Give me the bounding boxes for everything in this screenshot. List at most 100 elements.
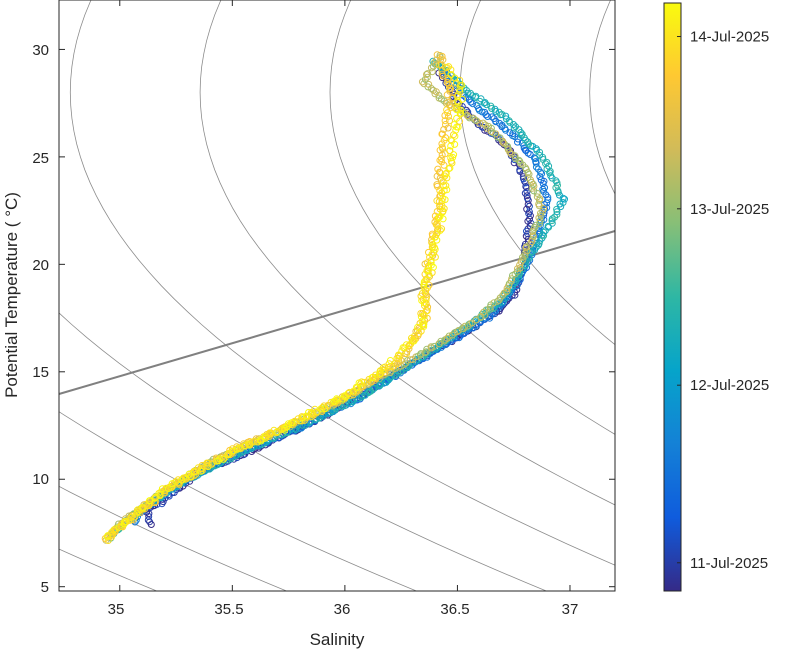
data-point: [471, 116, 479, 124]
data-point: [532, 163, 540, 171]
y-tick-label: 15: [32, 364, 49, 381]
data-point: [553, 211, 561, 218]
data-point: [418, 297, 426, 304]
data-point: [447, 157, 455, 165]
isopycnal-line: [589, 0, 615, 196]
data-point: [451, 132, 459, 140]
isopycnal-line: [59, 411, 418, 591]
data-point: [435, 94, 443, 102]
data-point: [111, 525, 119, 533]
data-point: [445, 332, 453, 340]
scatter-series: [101, 51, 568, 544]
data-point: [420, 80, 428, 88]
data-point: [127, 514, 135, 521]
y-tick-label: 5: [41, 579, 49, 596]
data-point: [386, 357, 394, 364]
data-point: [327, 409, 335, 416]
data-point: [523, 188, 531, 195]
data-point: [438, 70, 446, 78]
data-point: [537, 212, 545, 220]
data-point: [168, 484, 176, 492]
data-point: [453, 106, 460, 114]
data-point: [341, 392, 349, 400]
data-point: [425, 80, 433, 88]
data-point: [481, 99, 489, 106]
data-point: [450, 121, 458, 129]
data-point: [518, 130, 526, 138]
data-point: [444, 98, 452, 106]
data-point: [421, 349, 429, 357]
data-point: [535, 200, 543, 208]
data-point: [456, 85, 464, 93]
data-point: [526, 212, 534, 220]
data-point: [185, 470, 193, 478]
data-point: [453, 328, 461, 336]
data-point: [434, 222, 442, 230]
isopycnal-line: [199, 0, 615, 506]
data-point: [463, 112, 471, 119]
data-point: [219, 455, 227, 463]
data-point: [146, 518, 154, 526]
data-point: [544, 196, 552, 204]
data-point: [427, 64, 435, 72]
data-point: [427, 261, 435, 269]
data-point: [444, 109, 452, 117]
data-point: [294, 415, 302, 423]
data-point: [406, 356, 414, 364]
reference-isopycnal-line: [58, 230, 616, 395]
data-point: [360, 378, 368, 386]
data-point: [270, 426, 278, 434]
data-point: [537, 209, 544, 217]
data-point: [283, 423, 291, 431]
data-point: [375, 375, 383, 383]
colorbar-tick-label: 13-Jul-2025: [690, 201, 769, 218]
data-point: [505, 289, 513, 296]
data-point: [437, 56, 445, 64]
y-axis-label: Potential Temperature ( °C): [2, 192, 21, 398]
data-point: [447, 84, 455, 92]
data-point: [542, 191, 550, 199]
data-point: [334, 397, 342, 405]
data-point: [438, 143, 446, 151]
data-point: [425, 248, 432, 256]
data-point: [145, 513, 153, 520]
data-point: [432, 60, 440, 68]
data-point: [554, 181, 561, 189]
data-point: [104, 537, 112, 544]
data-point: [388, 372, 396, 380]
data-point: [532, 221, 540, 229]
data-point: [305, 409, 312, 416]
colorbar-tick-label: 14-Jul-2025: [690, 29, 769, 46]
data-point: [448, 331, 456, 339]
data-point: [515, 156, 523, 164]
data-point: [443, 64, 451, 72]
data-point: [508, 275, 516, 283]
data-point: [244, 440, 252, 448]
data-point: [515, 274, 523, 282]
data-point: [511, 152, 519, 160]
data-point: [502, 115, 510, 123]
data-point: [524, 174, 532, 182]
data-point: [534, 165, 542, 173]
data-point: [246, 441, 254, 449]
isopycnal-line: [59, 548, 158, 591]
data-point: [490, 115, 498, 123]
data-point: [517, 258, 525, 266]
isopycnal-line: [459, 0, 615, 346]
data-point: [194, 464, 202, 472]
x-axis-label: Salinity: [310, 630, 365, 649]
data-point: [233, 445, 241, 453]
colorbar-tick-label: 12-Jul-2025: [690, 377, 769, 394]
data-point: [110, 526, 118, 534]
data-point: [502, 112, 510, 120]
data-point: [559, 199, 567, 206]
data-point: [385, 360, 393, 368]
data-point: [431, 90, 439, 98]
data-point: [450, 151, 458, 159]
data-point: [484, 113, 492, 120]
data-point: [540, 228, 548, 236]
data-point: [519, 256, 527, 264]
data-point: [422, 348, 430, 356]
data-point: [108, 528, 116, 536]
data-point: [254, 436, 262, 444]
